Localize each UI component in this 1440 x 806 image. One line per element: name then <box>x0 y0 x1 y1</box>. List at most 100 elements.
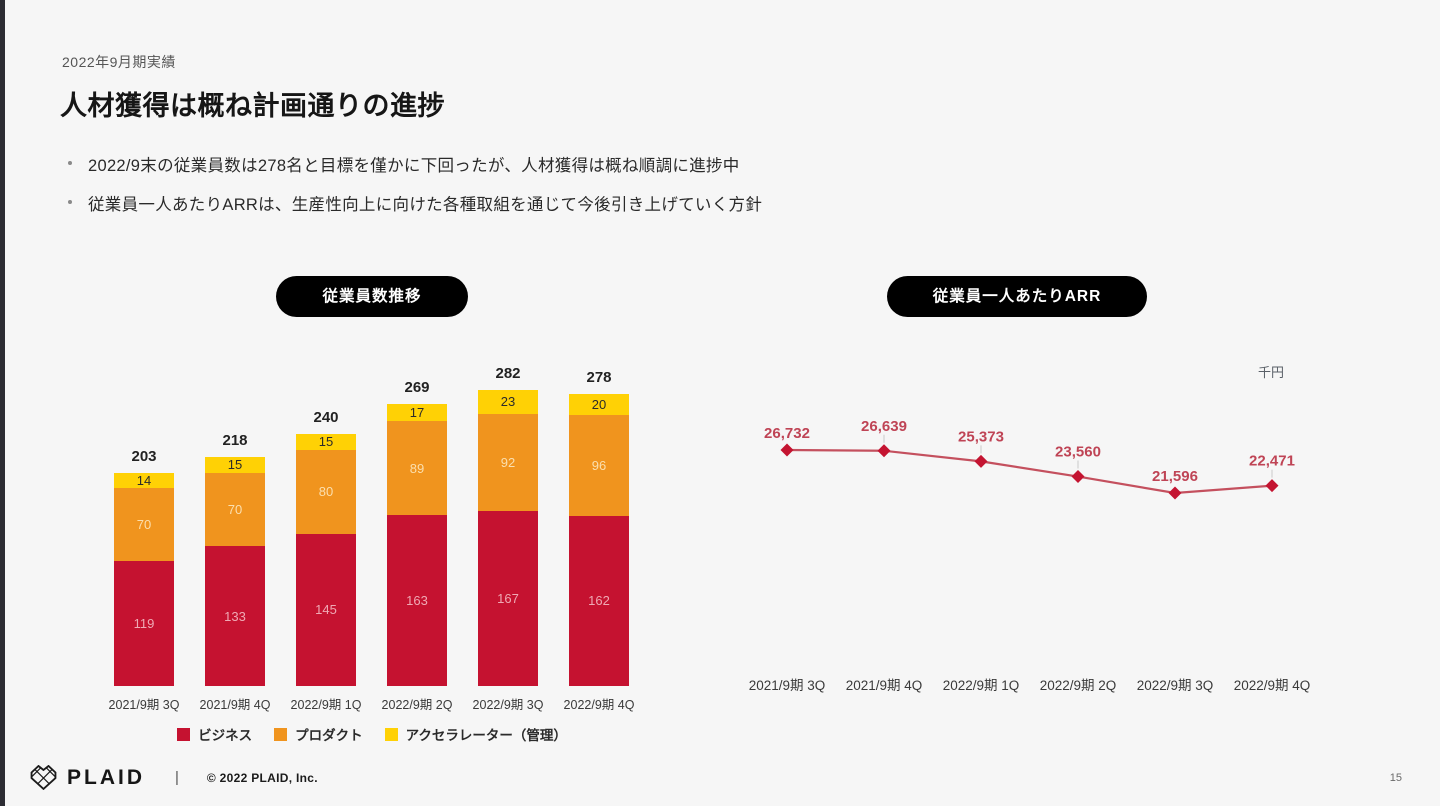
legend-swatch <box>177 727 191 741</box>
bar-segment-label: 80 <box>318 484 334 500</box>
line-data-label: 23,560 <box>1055 444 1101 461</box>
bar-segment: 70 <box>205 472 265 547</box>
line-series <box>786 448 1273 495</box>
footer-separator: | <box>175 769 179 786</box>
bar-column: 14 70 119 203 2021/9期 3Q <box>109 360 180 712</box>
bar-segment-label: 163 <box>406 592 428 608</box>
bar-segment-label: 167 <box>497 590 519 606</box>
bar-segment-label: 14 <box>136 472 152 488</box>
bar-segment-label: 92 <box>500 454 516 470</box>
bullet-dot-icon <box>68 200 72 204</box>
bar-chart-legend: ビジネス プロダクト アクセラレーター（管理） <box>62 724 682 744</box>
bar-segment: 163 <box>387 514 447 686</box>
bar-category-label: 2022/9期 2Q <box>381 698 453 712</box>
line-data-label: 26,732 <box>764 425 810 442</box>
bar-column: 15 70 133 218 2021/9期 4Q <box>200 360 271 712</box>
headcount-chart-section: 従業員数推移 14 70 119 203 2021/9期 3Q 15 70 133 218 202… <box>62 276 682 756</box>
legend-item: アクセラレーター（管理） <box>384 724 567 744</box>
line-category-label: 2021/9期 4Q <box>846 678 923 693</box>
bar-segment: 96 <box>569 415 629 516</box>
bar-category-label: 2022/9期 1Q <box>290 698 362 712</box>
bar-segment: 119 <box>114 561 174 686</box>
bar-segment: 14 <box>114 473 174 488</box>
bullet-text: 2022/9末の従業員数は278名と目標を僅かに下回ったが、人材獲得は概ね順調に… <box>88 157 740 175</box>
line-data-label: 22,471 <box>1249 453 1295 470</box>
footer: PLAID | © 2022 PLAID, Inc. <box>30 765 318 790</box>
bullet-item: 従業員一人あたりARRは、生産性向上に向けた各種取組を通じて今後引き上げていく方… <box>66 191 762 215</box>
legend-label: ビジネス <box>198 728 253 743</box>
bar-total-label: 240 <box>313 409 339 426</box>
legend-item: プロダクト <box>274 724 363 744</box>
bar-segment-label: 96 <box>591 458 607 473</box>
axis-unit-label: 千円 <box>1257 365 1284 380</box>
bar-segment-label: 89 <box>409 460 425 476</box>
bar-segment-label: 15 <box>227 457 243 473</box>
bar-segment: 162 <box>569 515 629 686</box>
bar-segment: 15 <box>296 434 356 450</box>
page-number: 15 <box>1389 772 1402 784</box>
bar-column: 20 96 162 278 2022/9期 4Q <box>564 360 635 712</box>
legend-swatch <box>274 727 288 741</box>
bar-segment: 145 <box>296 533 356 686</box>
line-category-label: 2021/9期 3Q <box>749 678 826 693</box>
bar-segment-label: 145 <box>315 602 337 618</box>
bar-column: 23 92 167 282 2022/9期 3Q <box>473 360 544 712</box>
line-data-label: 25,373 <box>958 428 1004 445</box>
slide-eyebrow: 2022年9月期実績 <box>62 54 176 70</box>
bar-segment-label: 17 <box>409 405 425 420</box>
line-chart: 26,732 2021/9期 3Q 26,639 2021/9期 4Q 25,373 20… <box>749 418 1311 693</box>
line-data-label: 26,639 <box>861 418 907 435</box>
stacked-bar-chart: 14 70 119 203 2021/9期 3Q 15 70 133 218 2021/9期 4Q… <box>109 360 635 712</box>
line-category-label: 2022/9期 2Q <box>1040 678 1117 693</box>
bar-segment: 70 <box>114 487 174 562</box>
bullet-item: 2022/9末の従業員数は278名と目標を僅かに下回ったが、人材獲得は概ね順調に… <box>66 152 762 176</box>
bar-segment: 20 <box>569 394 629 416</box>
line-point-marker <box>877 444 891 458</box>
bar-segment: 167 <box>478 510 538 686</box>
line-point-marker <box>974 454 988 468</box>
bar-segment: 15 <box>205 457 265 473</box>
bar-segment-label: 119 <box>133 616 155 632</box>
bar-segment-label: 70 <box>227 502 243 518</box>
bar-segment-label: 15 <box>318 434 334 450</box>
bar-total-label: 203 <box>131 447 157 465</box>
line-category-label: 2022/9期 1Q <box>943 678 1020 693</box>
bar-segment: 17 <box>387 403 447 422</box>
bar-segment: 92 <box>478 414 538 511</box>
window-edge-strip <box>0 0 5 806</box>
bar-total-label: 269 <box>404 378 430 396</box>
arr-chart-section: 従業員一人あたりARR 千円 26,732 2021/9期 3Q 26,639 202… <box>680 276 1354 756</box>
bar-segment-label: 20 <box>591 397 607 413</box>
legend-label: アクセラレーター（管理） <box>405 728 567 743</box>
bar-segment: 133 <box>205 546 265 686</box>
bar-column: 17 89 163 269 2022/9期 2Q <box>382 360 453 712</box>
bullet-list: 2022/9末の従業員数は278名と目標を僅かに下回ったが、人材獲得は概ね順調に… <box>66 152 762 230</box>
bar-category-label: 2021/9期 3Q <box>108 698 180 712</box>
bullet-text: 従業員一人あたりARRは、生産性向上に向けた各種取組を通じて今後引き上げていく方… <box>88 196 763 214</box>
page-title: 人材獲得は概ね計画通りの進捗 <box>60 91 445 121</box>
plaid-logo-icon <box>30 765 57 790</box>
arr-chart-title-pill: 従業員一人あたりARR <box>886 276 1148 317</box>
bar-column: 15 80 145 240 2022/9期 1Q <box>291 360 362 712</box>
line-category-label: 2022/9期 4Q <box>1234 678 1311 693</box>
line-point-marker <box>780 443 794 457</box>
bar-segment: 89 <box>387 421 447 515</box>
bar-segment: 80 <box>296 449 356 534</box>
line-category-label: 2022/9期 3Q <box>1137 678 1214 693</box>
bar-segment-label: 162 <box>588 593 610 609</box>
bar-segment-label: 23 <box>500 394 516 410</box>
line-point-marker <box>1071 470 1085 484</box>
line-point-marker <box>1265 479 1279 493</box>
bullet-dot-icon <box>68 161 72 165</box>
line-point-marker <box>1168 486 1182 500</box>
legend-item: ビジネス <box>177 724 252 744</box>
bar-category-label: 2022/9期 3Q <box>472 698 544 712</box>
bar-category-label: 2022/9期 4Q <box>563 698 635 712</box>
line-data-label: 21,596 <box>1152 468 1198 485</box>
bar-segment-label: 70 <box>136 516 152 532</box>
bar-segment: 23 <box>478 389 538 415</box>
headcount-chart-title-pill: 従業員数推移 <box>276 276 468 317</box>
bar-segment-label: 133 <box>224 608 246 624</box>
brand-wordmark: PLAID <box>67 765 145 789</box>
